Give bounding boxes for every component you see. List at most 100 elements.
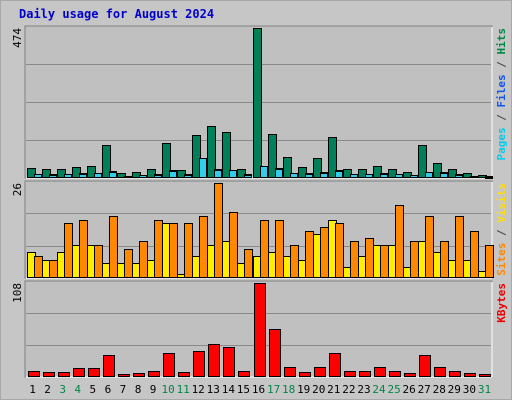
bar-pages-day-30 [470,176,478,178]
legend-entry: Pages [495,127,508,160]
bar-pages-day-17 [275,169,283,178]
bar-hits-day-29 [448,169,457,178]
series-legend: Sites / Visits [495,183,508,276]
bar-kbytes-day-16 [254,283,266,377]
bar-pages-day-12 [199,158,207,178]
bar-sites-day-20 [320,227,329,278]
bar-pages-day-10 [169,171,177,178]
bar-sites-day-8 [139,241,148,278]
bar-hits-day-22 [343,169,352,178]
bar-pages-day-22 [350,174,358,178]
bar-sites-day-5 [94,245,103,278]
bar-kbytes-day-8 [133,373,145,377]
bar-pages-day-1 [34,174,42,178]
bar-hits-day-15 [237,169,246,178]
bar-kbytes-day-30 [464,373,476,377]
bar-kbytes-day-25 [389,371,401,377]
bar-kbytes-day-20 [314,367,326,377]
bar-sites-day-25 [395,205,404,278]
series-legend: KBytes [495,283,508,323]
x-tick-label: 21 [327,383,340,396]
bar-hits-day-30 [463,173,472,178]
chart-panel-3: 108 KBytes [11,280,508,378]
bar-sites-day-23 [365,238,374,278]
x-tick-label: 10 [161,383,174,396]
bar-kbytes-day-11 [178,372,190,377]
bar-hits-day-14 [222,132,231,178]
x-tick-label: 15 [237,383,250,396]
x-tick-label: 14 [222,383,236,396]
bar-pages-day-26 [410,175,418,178]
bar-pages-day-5 [94,173,102,178]
bar-hits-day-20 [313,158,322,178]
bar-pages-day-4 [79,174,87,178]
x-tick-label: 26 [402,383,415,396]
chart-panel-1: 474 Pages / Files / Hits [11,25,508,179]
bar-kbytes-day-2 [43,372,55,377]
bar-sites-day-31 [485,245,494,278]
x-tick-label: 17 [267,383,280,396]
legend-entry: KBytes [495,283,508,323]
bar-hits-day-7 [117,173,126,178]
x-tick-label: 5 [89,383,96,396]
bar-sites-day-3 [64,223,73,278]
bar-pages-day-23 [365,174,373,178]
x-tick-label: 8 [135,383,142,396]
bar-hits-day-25 [388,169,397,178]
legend-entry: / [495,223,508,243]
bar-pages-day-14 [229,170,237,178]
x-tick-label: 2 [44,383,51,396]
x-tick-label: 11 [177,383,190,396]
bar-hits-day-1 [27,168,36,178]
bar-kbytes-day-7 [118,374,130,377]
bar-sites-day-4 [79,220,88,278]
legend-entry: Hits [495,28,508,55]
bar-hits-day-23 [358,169,367,178]
bar-kbytes-day-21 [329,353,341,377]
x-tick-label: 18 [282,383,295,396]
bar-hits-day-19 [298,167,307,178]
bar-sites-day-28 [440,241,449,278]
bar-sites-day-16 [260,220,269,278]
x-tick-label: 6 [105,383,112,396]
y-axis-max-label: 26 [11,183,24,196]
legend-entry: Visits [495,183,508,223]
bar-kbytes-day-29 [449,371,461,377]
x-tick-label: 9 [150,383,157,396]
legend-entry: Sites [495,243,508,276]
x-tick-label: 31 [478,383,491,396]
y-axis-max-label: 108 [11,283,24,303]
x-tick-label: 7 [120,383,127,396]
bar-pages-day-11 [184,175,192,178]
bar-pages-day-16 [260,166,268,178]
bar-pages-day-20 [320,173,328,178]
bar-hits-day-13 [207,126,216,178]
bar-sites-day-1 [34,256,43,278]
x-tick-label: 23 [357,383,370,396]
bar-hits-day-5 [87,166,96,178]
bar-hits-day-17 [268,134,277,178]
bar-pages-day-13 [214,170,222,178]
bar-hits-day-24 [373,166,382,178]
bar-pages-day-9 [154,175,162,178]
bar-sites-day-12 [199,216,208,278]
bar-kbytes-day-15 [238,371,250,377]
bar-pages-day-29 [455,175,463,178]
x-tick-label: 19 [297,383,310,396]
legend-entry: Files [495,74,508,107]
bar-hits-day-12 [192,135,201,178]
bar-kbytes-day-28 [434,367,446,377]
bar-sites-day-18 [290,245,299,278]
bar-kbytes-day-9 [148,371,160,377]
bar-sites-day-9 [154,220,163,278]
bar-pages-day-31 [485,177,493,179]
x-tick-label: 24 [372,383,386,396]
bar-pages-day-6 [109,172,117,178]
bar-kbytes-day-3 [58,372,70,377]
chart-panel-2: 26 Sites / Visits [11,180,508,279]
x-tick-label: 25 [387,383,400,396]
bar-pages-day-25 [395,174,403,178]
bar-pages-day-7 [124,176,132,178]
bar-sites-day-15 [244,249,253,278]
